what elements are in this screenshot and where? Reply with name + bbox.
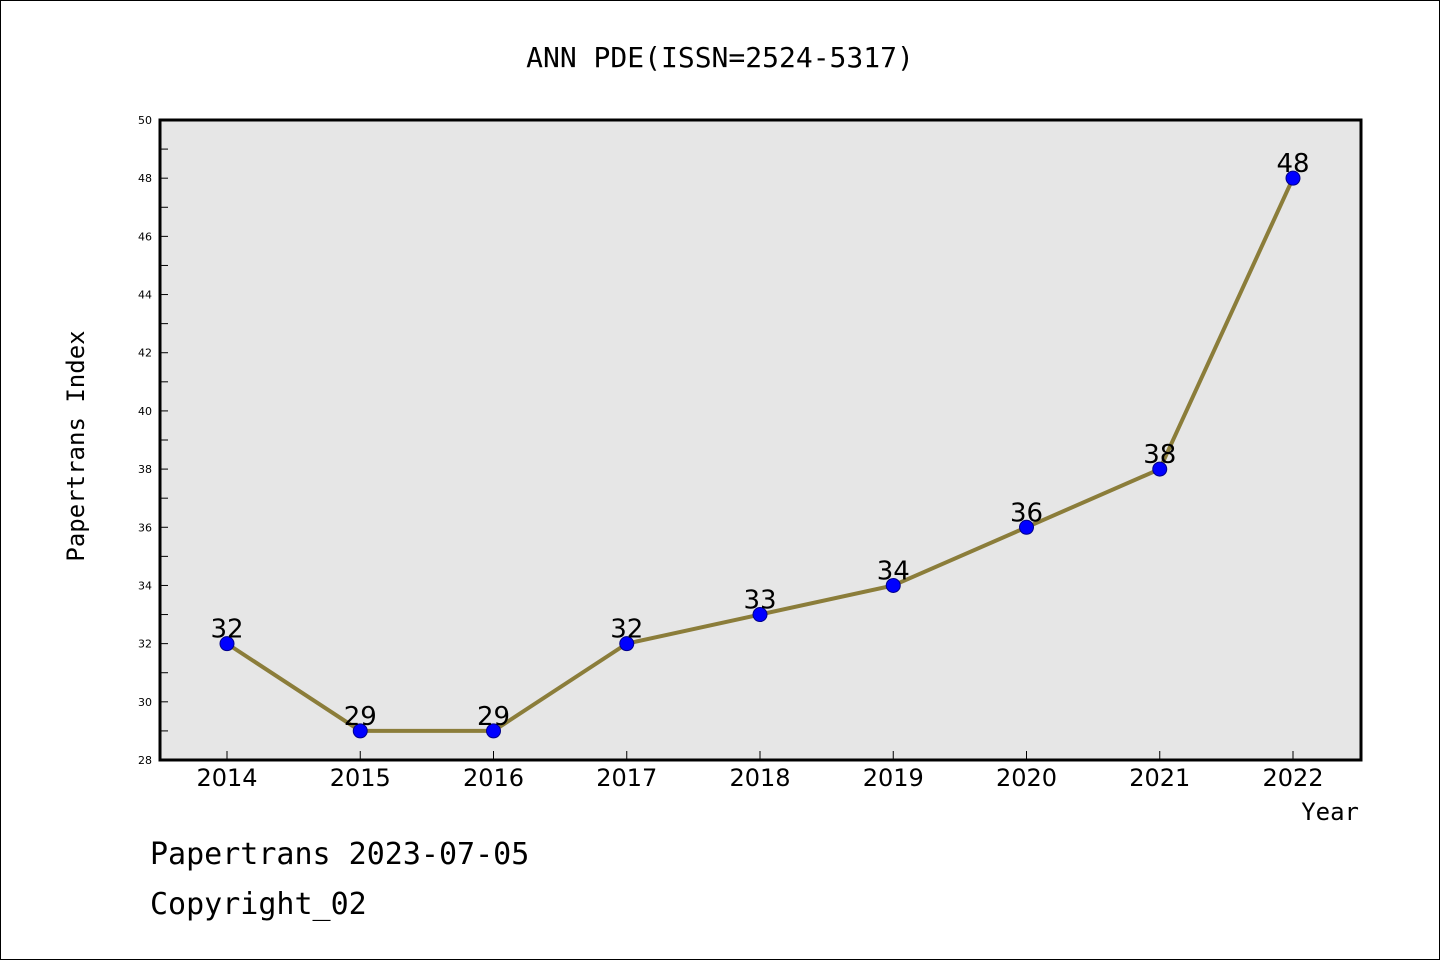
data-point — [1152, 461, 1168, 477]
x-tick-label: 2020 — [996, 764, 1057, 792]
data-label: 32 — [610, 615, 643, 645]
y-tick-label: 48 — [138, 172, 152, 185]
data-label: 29 — [477, 702, 510, 732]
y-tick-label: 40 — [138, 405, 152, 418]
data-label: 33 — [743, 586, 776, 616]
data-point — [885, 577, 901, 593]
chart-title: ANN PDE(ISSN=2524-5317) — [526, 41, 914, 74]
data-label: 34 — [877, 556, 910, 586]
y-tick-label: 30 — [138, 696, 152, 709]
y-tick-label: 34 — [138, 579, 152, 592]
y-tick-label: 28 — [138, 754, 152, 767]
y-tick-label: 42 — [138, 347, 152, 360]
y-axis-label: Papertrans Index — [62, 330, 90, 561]
x-tick-label: 2021 — [1129, 764, 1190, 792]
data-label: 48 — [1276, 149, 1309, 179]
data-point — [752, 607, 768, 623]
data-point — [486, 723, 501, 739]
x-axis-label: Year — [1301, 798, 1359, 826]
x-tick-label: 2015 — [330, 764, 391, 792]
plot-area — [160, 120, 1361, 760]
data-point — [219, 636, 235, 652]
footer-copyright: Copyright_02 — [150, 887, 367, 922]
data-point — [1019, 519, 1034, 535]
data-label: 32 — [210, 615, 243, 645]
data-point — [352, 723, 368, 739]
series-line-group: 32 29 29 32 33 34 36 38 48 — [210, 149, 1310, 739]
x-tick-label: 2018 — [729, 764, 790, 792]
plot-border — [158, 118, 1363, 762]
y-tick-label: 50 — [138, 114, 152, 127]
y-tick-label: 38 — [138, 463, 152, 476]
data-label: 38 — [1143, 440, 1176, 470]
data-point — [619, 636, 635, 652]
x-tick-label: 2017 — [596, 764, 657, 792]
y-tick-label: 46 — [138, 230, 152, 243]
x-tick-label: 2014 — [196, 764, 257, 792]
y-tick-label: 32 — [138, 638, 152, 651]
y-tick-label: 44 — [138, 289, 152, 302]
x-tick-label: 2016 — [463, 764, 524, 792]
y-tick-label: 36 — [138, 521, 152, 534]
x-tick-label: 2022 — [1262, 764, 1323, 792]
data-label: 36 — [1010, 498, 1043, 528]
x-axis: 2014 2015 2016 2017 2018 2019 2020 2021 2022 — [196, 751, 1324, 792]
footer-date: Papertrans 2023-07-05 — [150, 837, 529, 872]
data-label: 29 — [344, 702, 377, 732]
x-tick-label: 2019 — [863, 764, 924, 792]
data-point — [1285, 170, 1301, 186]
